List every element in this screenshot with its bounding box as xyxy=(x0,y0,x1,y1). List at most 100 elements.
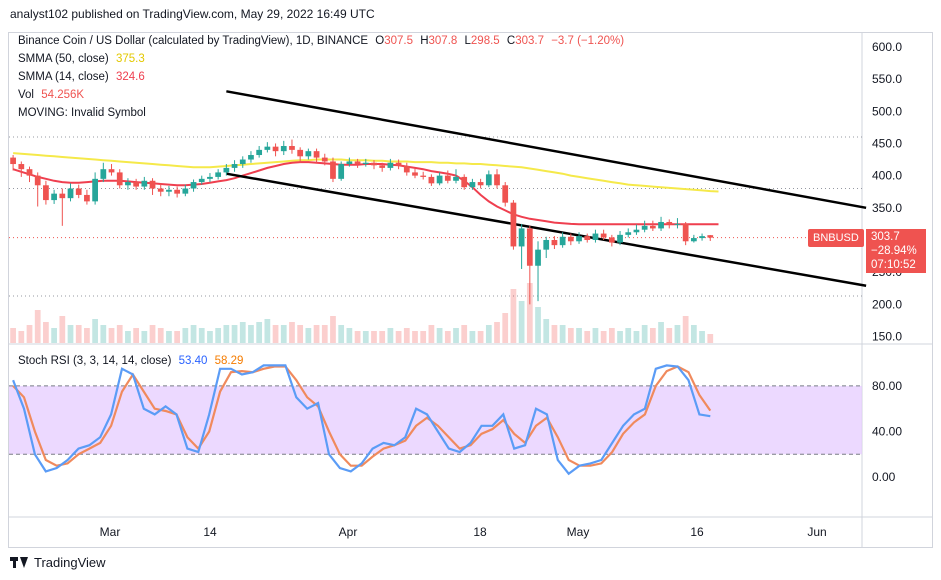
candle-body xyxy=(707,235,714,238)
candle-body xyxy=(485,174,492,186)
candle-body xyxy=(608,237,615,243)
volume-bar xyxy=(617,331,623,343)
volume-bar xyxy=(10,328,16,343)
smma50-value: 375.3 xyxy=(115,53,145,65)
volume-bar xyxy=(567,328,574,343)
stoch-rsi-label: Stoch RSI (3, 3, 14, 14, close) xyxy=(18,355,172,367)
volume-bar xyxy=(510,289,517,343)
volume-bar xyxy=(280,325,287,343)
candle-body xyxy=(100,169,107,179)
candle-body xyxy=(535,249,541,266)
volume-bar xyxy=(26,325,33,343)
low-value: 298.5 xyxy=(470,35,500,47)
ohlc-legend: Binance Coin / US Dollar (calculated by … xyxy=(18,35,628,47)
candle-body xyxy=(75,188,82,195)
low-label: L xyxy=(464,35,471,47)
candle-body xyxy=(469,182,476,188)
volume-bar xyxy=(272,325,279,343)
volume-bar xyxy=(362,331,369,343)
candle-body xyxy=(453,176,459,181)
volume-bar xyxy=(428,325,435,343)
volume-bar xyxy=(43,322,49,343)
volume-bar xyxy=(256,322,263,343)
candle-body xyxy=(231,164,238,168)
volume-bar xyxy=(198,328,205,343)
footer-brand: TradingView xyxy=(34,555,106,570)
candle-body xyxy=(461,176,468,188)
candle-body xyxy=(239,159,246,165)
volume-bar xyxy=(289,322,295,343)
candle-body xyxy=(133,182,140,187)
smma50-label: SMMA (50, close) xyxy=(18,53,109,65)
price-tick-label: 200.0 xyxy=(872,297,902,311)
smma14-value: 324.6 xyxy=(115,71,145,83)
time-tick-label: Apr xyxy=(339,525,358,539)
volume-bar xyxy=(502,313,509,343)
stoch-rsi-tick-label: 0.00 xyxy=(872,470,896,484)
candle-body xyxy=(166,189,172,192)
volume-bar xyxy=(453,328,459,343)
candle-body xyxy=(682,223,689,242)
candle-body xyxy=(149,180,156,189)
candle-body xyxy=(494,174,500,186)
close-label: C xyxy=(506,35,516,47)
smma50-legend: SMMA (50, close) 375.3 xyxy=(18,53,149,65)
candle-body xyxy=(198,178,205,183)
volume-bar xyxy=(141,331,148,343)
moving-label: MOVING: Invalid Symbol xyxy=(18,107,146,119)
candle-body xyxy=(600,233,607,238)
volume-bar xyxy=(518,301,525,343)
candle-body xyxy=(403,165,410,173)
volume-bar xyxy=(305,328,312,343)
open-value: 307.5 xyxy=(384,35,413,47)
volume-bar xyxy=(526,283,533,343)
candle-body xyxy=(666,221,673,225)
candle-body xyxy=(526,228,533,266)
candle-body xyxy=(658,221,664,229)
candle-body xyxy=(371,162,377,166)
candle-body xyxy=(477,182,484,186)
vol-label: Vol xyxy=(18,89,34,101)
candle-body xyxy=(584,236,591,240)
candle-body xyxy=(10,157,16,165)
volume-bar xyxy=(592,328,599,343)
volume-bar xyxy=(157,328,164,343)
price-tick-label: 550.0 xyxy=(872,72,902,86)
tradingview-footer[interactable]: TradingView xyxy=(10,555,106,570)
candle-body xyxy=(248,155,254,160)
candle-body xyxy=(215,172,222,177)
candle-body xyxy=(207,176,213,179)
candle-body xyxy=(354,161,361,165)
change-value: −3.7 (−1.20%) xyxy=(551,35,625,47)
price-tick-label: 450.0 xyxy=(872,136,902,150)
smma14-legend: SMMA (14, close) 324.6 xyxy=(18,71,149,83)
volume-bar xyxy=(116,325,123,343)
candle-body xyxy=(125,182,131,186)
candle-body xyxy=(420,175,427,177)
candle-body xyxy=(305,151,312,157)
bar-countdown: 07:10:52 xyxy=(871,259,916,271)
smma14-label: SMMA (14, close) xyxy=(18,71,109,83)
chart-frame[interactable] xyxy=(8,32,933,548)
volume-bar xyxy=(641,325,648,343)
volume-bar xyxy=(649,328,656,343)
candle-body xyxy=(346,161,353,165)
candle-body xyxy=(141,180,148,187)
candle-body xyxy=(59,193,66,199)
stoch-rsi-tick-label: 80.00 xyxy=(872,379,902,393)
candle-body xyxy=(576,236,582,242)
candle-body xyxy=(510,202,517,247)
volume-bar xyxy=(264,319,271,343)
volume-bar xyxy=(100,325,107,343)
volume-bar xyxy=(125,331,131,343)
volume-bar xyxy=(707,334,714,343)
volume-bar xyxy=(297,325,304,343)
tradingview-logo-icon xyxy=(10,557,28,568)
volume-bar xyxy=(494,322,500,343)
price-tick-label: 350.0 xyxy=(872,201,902,215)
volume-bar xyxy=(412,331,418,343)
time-tick-label: 18 xyxy=(473,525,487,539)
volume-bar xyxy=(18,331,25,343)
candle-body xyxy=(379,165,386,168)
